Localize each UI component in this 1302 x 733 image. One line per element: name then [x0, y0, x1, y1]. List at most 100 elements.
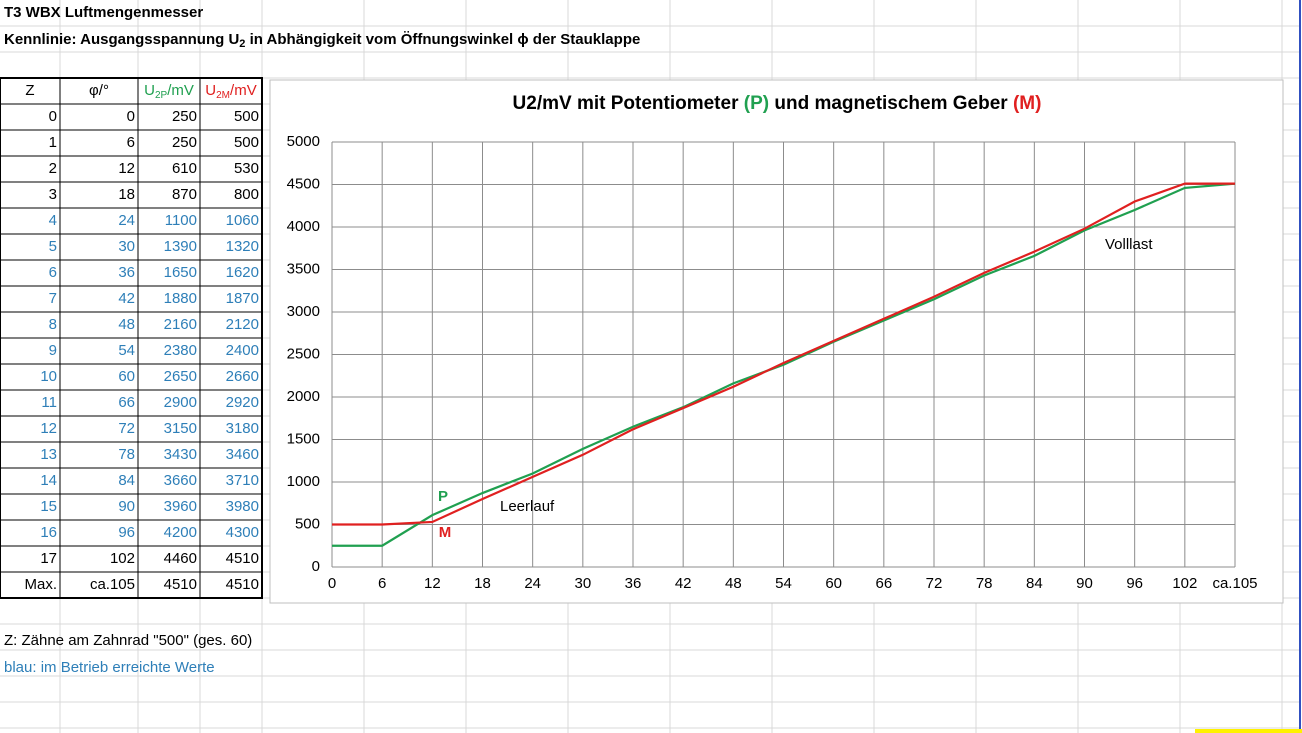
- table-cell: 2160: [164, 316, 197, 333]
- table-cell: 2650: [164, 368, 197, 385]
- table-cell: 36: [118, 264, 135, 281]
- table-cell: 3460: [226, 446, 259, 463]
- x-tick-label: 96: [1126, 575, 1143, 592]
- chart-title: U2/mV mit Potentiometer (P) und magnetis…: [513, 93, 1042, 114]
- x-tick-label: 84: [1026, 575, 1043, 592]
- x-tick-label: 24: [524, 575, 541, 592]
- table-cell: 3980: [226, 498, 259, 515]
- y-tick-label: 500: [295, 515, 320, 532]
- header-subscript: 2M: [216, 90, 230, 101]
- table-cell: 13: [40, 446, 57, 463]
- y-tick-label: 3000: [287, 303, 320, 320]
- table-cell: 10: [40, 368, 57, 385]
- table-cell: 800: [234, 186, 259, 203]
- table-cell: 17: [40, 550, 57, 567]
- sheet-title: T3 WBX Luftmengenmesser: [4, 4, 203, 21]
- y-tick-label: 1500: [287, 430, 320, 447]
- table-cell: 1390: [164, 238, 197, 255]
- y-tick-label: 4500: [287, 175, 320, 192]
- table-cell: 4460: [164, 550, 197, 567]
- y-tick-label: 5000: [287, 133, 320, 150]
- table-cell: 610: [172, 160, 197, 177]
- table-cell: 5: [49, 238, 57, 255]
- series-label: P: [438, 488, 448, 505]
- header-cell: U2P/mV: [144, 82, 194, 101]
- table-cell: 42: [118, 290, 135, 307]
- table-cell: 16: [40, 524, 57, 541]
- subtitle-part: in Abhängigkeit vom Öffnungswinkel ϕ der…: [245, 31, 640, 48]
- table-cell: 3150: [164, 420, 197, 437]
- table-cell: 2920: [226, 394, 259, 411]
- table-cell: 48: [118, 316, 135, 333]
- x-tick-label: 48: [725, 575, 742, 592]
- x-tick-label: 60: [825, 575, 842, 592]
- chart-title-part: und magnetischem Geber: [769, 93, 1013, 114]
- table-cell: ca.105: [90, 576, 135, 593]
- x-tick-label: 18: [474, 575, 491, 592]
- header-part: /mV: [230, 82, 257, 99]
- table-cell: 12: [40, 420, 57, 437]
- table-cell: 3660: [164, 472, 197, 489]
- table-cell: 60: [118, 368, 135, 385]
- chart: U2/mV mit Potentiometer (P) und magnetis…: [269, 79, 1284, 604]
- header-subscript: 2P: [155, 90, 168, 101]
- x-tick-label: 0: [328, 575, 336, 592]
- selection-marker: [1195, 729, 1302, 733]
- table-cell: 14: [40, 472, 57, 489]
- table-cell: 7: [49, 290, 57, 307]
- chart-area: [269, 79, 1284, 604]
- table-cell: 1870: [226, 290, 259, 307]
- header-cell: φ/°: [89, 82, 109, 99]
- table-cell: 1620: [226, 264, 259, 281]
- x-tick-label: 54: [775, 575, 792, 592]
- table-cell: 3: [49, 186, 57, 203]
- table-cell: 66: [118, 394, 135, 411]
- table-cell: 1880: [164, 290, 197, 307]
- table-cell: 4510: [164, 576, 197, 593]
- table-cell: 30: [118, 238, 135, 255]
- table-cell: 870: [172, 186, 197, 203]
- y-tick-label: 2500: [287, 345, 320, 362]
- sheet-subtitle: Kennlinie: Ausgangsspannung U2 in Abhäng…: [4, 31, 640, 50]
- header-part: U: [144, 82, 155, 99]
- table-cell: 2120: [226, 316, 259, 333]
- table-cell: 250: [172, 108, 197, 125]
- table-cell: 96: [118, 524, 135, 541]
- table-border: [0, 77, 263, 599]
- header-cell: U2M/mV: [205, 82, 256, 101]
- series-label: M: [439, 524, 452, 541]
- table-cell: 1: [49, 134, 57, 151]
- table-cell: 4510: [226, 550, 259, 567]
- x-tick-label: 42: [675, 575, 692, 592]
- table-cell: 530: [234, 160, 259, 177]
- table-cell: 2380: [164, 342, 197, 359]
- y-tick-label: 1000: [287, 473, 320, 490]
- table-cell: 6: [127, 134, 135, 151]
- x-tick-label: 78: [976, 575, 993, 592]
- table-cell: 250: [172, 134, 197, 151]
- x-tick-label: 72: [926, 575, 943, 592]
- chart-title-part: (P): [744, 93, 769, 114]
- table-cell: 1060: [226, 212, 259, 229]
- x-tick-label: 90: [1076, 575, 1093, 592]
- table-cell: 0: [49, 108, 57, 125]
- note: blau: im Betrieb erreichte Werte: [4, 659, 215, 676]
- table-cell: 4200: [164, 524, 197, 541]
- header-cell: Z: [25, 82, 34, 99]
- series-line: [332, 182, 1236, 547]
- table-cell: 4300: [226, 524, 259, 541]
- table-cell: 6: [49, 264, 57, 281]
- table-cell: 90: [118, 498, 135, 515]
- table-cell: 4: [49, 212, 57, 229]
- y-tick-label: 4000: [287, 218, 320, 235]
- x-tick-label: 12: [424, 575, 441, 592]
- subtitle-subscript: 2: [239, 38, 245, 50]
- table-cell: 102: [110, 550, 135, 567]
- annotation: Leerlauf: [500, 498, 555, 515]
- table-cell: 3710: [226, 472, 259, 489]
- table-cell: 500: [234, 134, 259, 151]
- y-tick-label: 0: [312, 558, 320, 575]
- subtitle-part: Kennlinie: Ausgangsspannung U: [4, 31, 239, 48]
- x-tick-label: ca.105: [1212, 575, 1257, 592]
